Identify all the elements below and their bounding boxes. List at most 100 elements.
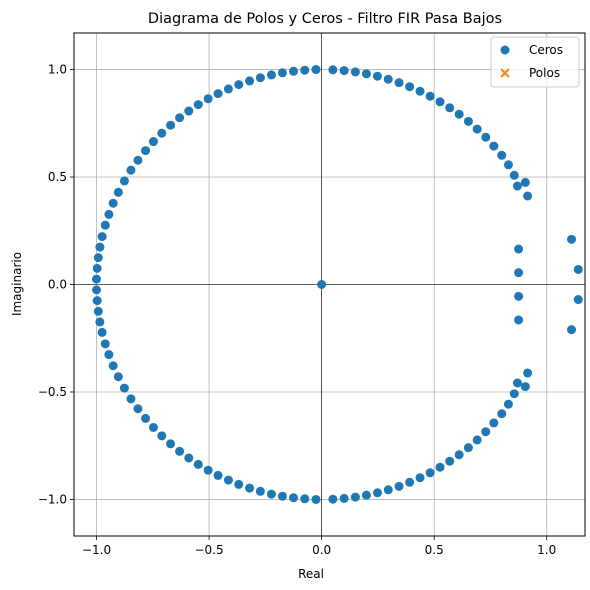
- zero-point: [166, 120, 176, 130]
- zero-point: [512, 378, 522, 388]
- zero-point: [119, 176, 129, 186]
- zero-point: [92, 263, 102, 273]
- zero-point: [350, 67, 360, 77]
- zero-point: [514, 244, 524, 254]
- zero-point: [454, 109, 464, 119]
- zero-point: [383, 485, 393, 495]
- zero-point: [311, 494, 321, 504]
- zero-point: [361, 490, 371, 500]
- zero-point: [234, 479, 244, 489]
- zero-point: [523, 191, 533, 201]
- zero-point: [463, 116, 473, 126]
- zero-point: [489, 418, 499, 428]
- zero-point: [175, 113, 185, 123]
- zero-point: [193, 100, 203, 110]
- zero-point: [383, 74, 393, 84]
- zero-point: [566, 234, 576, 244]
- zero-point: [573, 295, 583, 305]
- legend-polos-label: Polos: [529, 66, 560, 80]
- zero-point: [481, 427, 491, 437]
- zero-point: [509, 389, 519, 399]
- legend: Ceros Polos: [490, 36, 580, 88]
- zero-point: [157, 128, 167, 138]
- zero-point: [184, 453, 194, 463]
- zero-point: [435, 462, 445, 472]
- zero-point: [157, 431, 167, 441]
- zero-point: [223, 475, 233, 485]
- zero-point: [148, 422, 158, 432]
- zero-point: [405, 82, 415, 92]
- zero-point: [193, 459, 203, 469]
- zero-point: [514, 268, 524, 278]
- zero-point: [133, 155, 143, 165]
- zero-point: [503, 160, 513, 170]
- zero-point: [104, 350, 114, 360]
- zero-point: [266, 70, 276, 80]
- zero-point: [520, 177, 530, 187]
- x-axis-label: Real: [298, 567, 324, 581]
- zero-point: [126, 394, 136, 404]
- zero-point: [514, 291, 524, 301]
- legend-ceros-label: Ceros: [529, 43, 563, 57]
- zero-point: [509, 170, 519, 180]
- zero-point: [497, 409, 507, 419]
- zero-point: [317, 280, 327, 289]
- chart-title: Diagrama de Polos y Ceros - Filtro FIR P…: [148, 11, 502, 27]
- zero-point: [328, 494, 338, 504]
- zero-point: [435, 97, 445, 107]
- zero-point: [288, 66, 298, 76]
- axis-ticks: −1.0 −0.5 0.0 0.5 1.0 −1.0 −0.5 0.0 0.5 1.0: [38, 63, 556, 557]
- zero-point: [245, 483, 255, 493]
- zero-point: [472, 124, 482, 134]
- zero-point: [277, 68, 287, 78]
- y-tick-label: −1.0: [38, 492, 67, 506]
- x-tick-label: 0.0: [312, 543, 331, 557]
- zero-point: [203, 465, 213, 475]
- zero-point: [100, 339, 110, 349]
- zero-point: [520, 382, 530, 392]
- zero-point: [255, 486, 265, 496]
- zero-point: [184, 106, 194, 116]
- zero-point: [463, 443, 473, 453]
- zero-point: [141, 146, 151, 156]
- zero-point: [425, 91, 435, 101]
- y-axis-label: Imaginario: [10, 252, 24, 316]
- zero-point: [92, 274, 102, 284]
- zero-point: [203, 94, 213, 104]
- zero-point: [93, 306, 103, 316]
- zero-point: [573, 264, 583, 274]
- zero-point: [93, 253, 103, 263]
- zero-point: [514, 315, 524, 325]
- y-tick-label: 0.5: [48, 170, 67, 184]
- zero-point: [394, 481, 404, 491]
- legend-polos-marker: [500, 68, 510, 78]
- zero-point: [361, 69, 371, 79]
- zero-point: [288, 493, 298, 503]
- zero-point: [405, 477, 415, 487]
- zero-point: [97, 232, 107, 242]
- zero-point: [95, 317, 105, 327]
- legend-ceros-marker: [500, 45, 510, 55]
- zero-point: [113, 372, 123, 382]
- zero-point: [108, 198, 118, 208]
- zero-point: [100, 220, 110, 230]
- zero-point: [523, 368, 533, 378]
- zero-point: [454, 450, 464, 460]
- zero-point: [445, 456, 455, 466]
- y-tick-label: 1.0: [48, 63, 67, 77]
- zero-point: [277, 491, 287, 501]
- zero-point: [95, 242, 105, 252]
- zero-point: [92, 296, 102, 306]
- zero-point: [113, 187, 123, 197]
- zero-point: [104, 209, 114, 219]
- zero-point: [512, 181, 522, 191]
- x-tick-label: −0.5: [194, 543, 223, 557]
- data-points: [92, 65, 583, 504]
- zero-point: [108, 361, 118, 371]
- zero-point: [339, 493, 349, 503]
- zero-point: [372, 488, 382, 498]
- zero-point: [372, 71, 382, 81]
- zero-point: [300, 494, 310, 504]
